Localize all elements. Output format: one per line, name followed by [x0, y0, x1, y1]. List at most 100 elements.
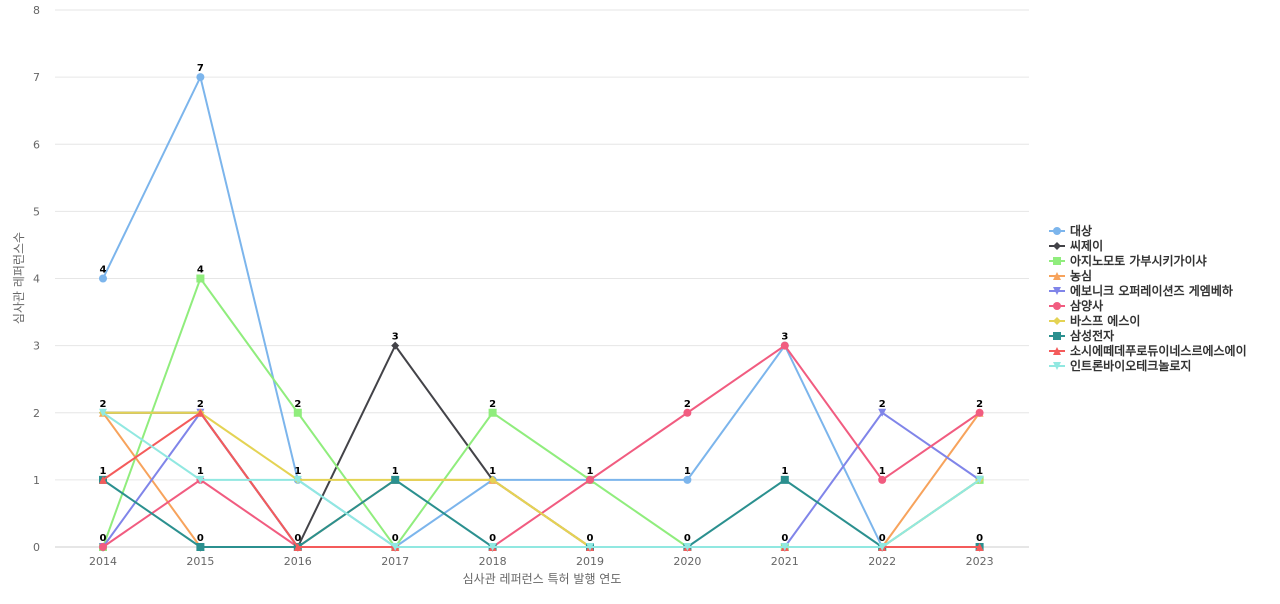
- legend-symbol: [1053, 347, 1061, 355]
- data-point: [683, 408, 692, 417]
- data-label: 4: [197, 265, 204, 276]
- data-label: 0: [294, 533, 301, 544]
- data-label: 1: [489, 466, 496, 477]
- data-point: [196, 274, 205, 283]
- legend-symbol: [1053, 242, 1061, 250]
- x-tick-label: 2016: [284, 555, 312, 568]
- data-label: 1: [587, 466, 594, 477]
- data-point: [99, 408, 107, 417]
- data-point: [488, 543, 497, 551]
- series: [99, 408, 984, 551]
- data-point: [293, 475, 302, 484]
- legend-label: 농심: [1070, 268, 1092, 283]
- y-tick-label: 1: [33, 474, 40, 487]
- legend-symbol: [1053, 317, 1061, 325]
- data-label: 0: [587, 533, 594, 544]
- data-point: [99, 475, 107, 484]
- x-tick-label: 2017: [381, 555, 409, 568]
- data-label: 2: [294, 399, 301, 410]
- legend-item: 소시에떼데푸로듀이네스르에스에이: [1049, 343, 1247, 358]
- data-label: 1: [294, 466, 301, 477]
- legend-label: 삼성전자: [1070, 328, 1114, 343]
- x-axis-title: 심사관 레퍼런스 특허 발행 연도: [463, 571, 622, 586]
- legend-item: 에보니크 오퍼레이션즈 게엠베하: [1049, 283, 1233, 298]
- data-label: 0: [197, 533, 204, 544]
- data-label: 2: [976, 399, 983, 410]
- x-tick-label: 2014: [89, 555, 117, 568]
- data-point: [780, 475, 789, 484]
- data-label: 0: [489, 533, 496, 544]
- legend-item: 삼양사: [1049, 298, 1103, 313]
- legend-label: 인트론바이오테크놀로지: [1070, 358, 1191, 373]
- y-tick-label: 3: [33, 340, 40, 353]
- legend-item: 인트론바이오테크놀로지: [1049, 358, 1191, 373]
- data-label: 1: [197, 466, 204, 477]
- data-point: [683, 543, 692, 551]
- data-label: 1: [392, 466, 399, 477]
- x-tick-label: 2015: [186, 555, 214, 568]
- legend-item: 대상: [1049, 223, 1092, 238]
- data-label: 3: [781, 332, 788, 343]
- data-point: [975, 408, 984, 417]
- data-point: [391, 543, 400, 551]
- legend-symbol: [1053, 332, 1061, 340]
- data-point: [780, 543, 789, 551]
- data-label: 2: [489, 399, 496, 410]
- data-point: [196, 408, 205, 417]
- data-label: 4: [100, 265, 107, 276]
- data-point: [293, 408, 302, 417]
- data-label: 0: [879, 533, 886, 544]
- legend-label: 대상: [1070, 223, 1092, 238]
- data-label: 2: [197, 399, 204, 410]
- data-point: [878, 475, 887, 484]
- legend-label: 씨제이: [1070, 238, 1103, 253]
- x-tick-label: 2021: [771, 555, 799, 568]
- legend-symbol: [1053, 302, 1061, 310]
- grid-lines: 0 1 2 3 4 5 6 7 8: [33, 4, 1029, 554]
- legend-item: 삼성전자: [1049, 328, 1114, 343]
- data-point: [975, 543, 984, 551]
- data-point: [196, 73, 205, 82]
- data-point: [196, 475, 205, 484]
- data-point: [391, 341, 400, 350]
- y-tick-label: 6: [33, 138, 40, 151]
- data-point: [878, 543, 887, 551]
- y-tick-label: 2: [33, 407, 40, 420]
- data-label: 0: [976, 533, 983, 544]
- legend-item: 농심: [1049, 268, 1092, 283]
- legend-label: 삼양사: [1070, 298, 1103, 313]
- data-label: 7: [197, 63, 204, 74]
- data-label: 2: [684, 399, 691, 410]
- legend-label: 바스프 에스이: [1070, 313, 1140, 328]
- y-axis-title: 심사관 레퍼런스수: [12, 232, 26, 324]
- legend-label: 에보니크 오퍼레이션즈 게엠베하: [1070, 283, 1233, 298]
- data-label: 2: [100, 399, 107, 410]
- data-point: [878, 408, 887, 417]
- legend-symbol: [1053, 362, 1061, 370]
- legend-item: 씨제이: [1049, 238, 1103, 253]
- data-label: 0: [781, 533, 788, 544]
- axes: 심사관 레퍼런스 특허 발행 연도 심사관 레퍼런스수 2014 2015 2016…: [12, 232, 994, 586]
- legend-item: 아지노모토 가부시키가이샤: [1049, 253, 1207, 268]
- data-point: [99, 274, 107, 283]
- data-label: 1: [684, 466, 691, 477]
- y-tick-label: 7: [33, 71, 40, 84]
- data-point: [391, 475, 400, 484]
- data-point: [99, 543, 107, 551]
- series-group: [99, 73, 984, 551]
- x-tick-label: 2018: [479, 555, 507, 568]
- data-label: 0: [684, 533, 691, 544]
- y-tick-label: 8: [33, 4, 40, 17]
- legend-symbol: [1053, 272, 1061, 280]
- x-tick-label: 2019: [576, 555, 604, 568]
- legend-symbol: [1053, 287, 1061, 295]
- data-label: 1: [879, 466, 886, 477]
- data-point: [488, 475, 497, 484]
- data-label: 1: [781, 466, 788, 477]
- x-tick-label: 2020: [673, 555, 701, 568]
- data-point: [780, 341, 789, 350]
